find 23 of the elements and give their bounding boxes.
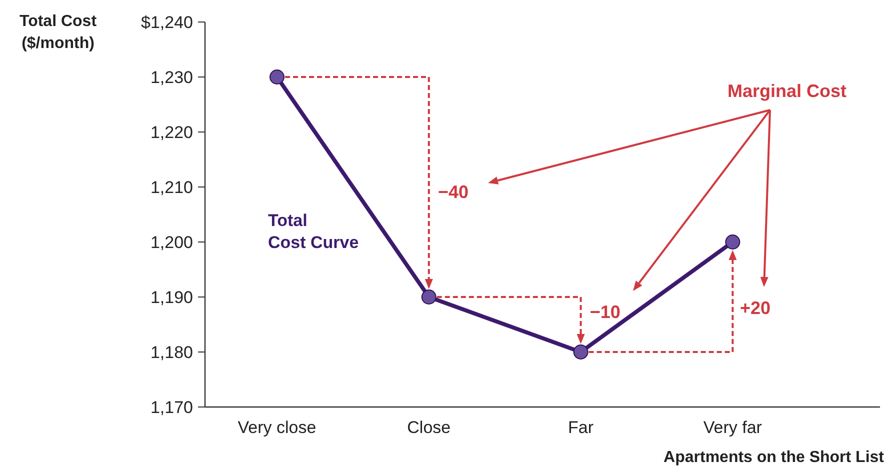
y-tick-label: 1,190 (150, 288, 193, 307)
annotation: Marginal Cost (727, 81, 847, 101)
y-tick-label: 1,200 (150, 232, 193, 252)
annotation: −40 (438, 182, 469, 202)
y-tick-label: 1,180 (150, 342, 193, 362)
x-tick-label: Very close (238, 418, 316, 437)
series-label: Total Cost Curve (268, 211, 359, 252)
annotation: +20 (740, 298, 771, 318)
point (421, 290, 436, 304)
point (269, 70, 284, 84)
point (573, 344, 588, 360)
x-tick-label: Very far (703, 418, 762, 437)
x-axis-title: Apartments on the Short List (664, 449, 885, 466)
point (725, 234, 740, 250)
y-tick-label: 1,220 (150, 122, 193, 142)
x-tick-label: Close (407, 418, 451, 437)
x-tick-label: Far (568, 418, 594, 437)
y-tick-label: 1,170 (150, 398, 193, 417)
y-tick-label: 1,210 (150, 178, 193, 197)
y-tick-label: $1,240 (141, 12, 193, 32)
y-tick-label: 1,230 (150, 68, 193, 87)
y-axis-title: Total Cost ($/month) (19, 13, 98, 52)
annotation: −10 (590, 302, 620, 322)
